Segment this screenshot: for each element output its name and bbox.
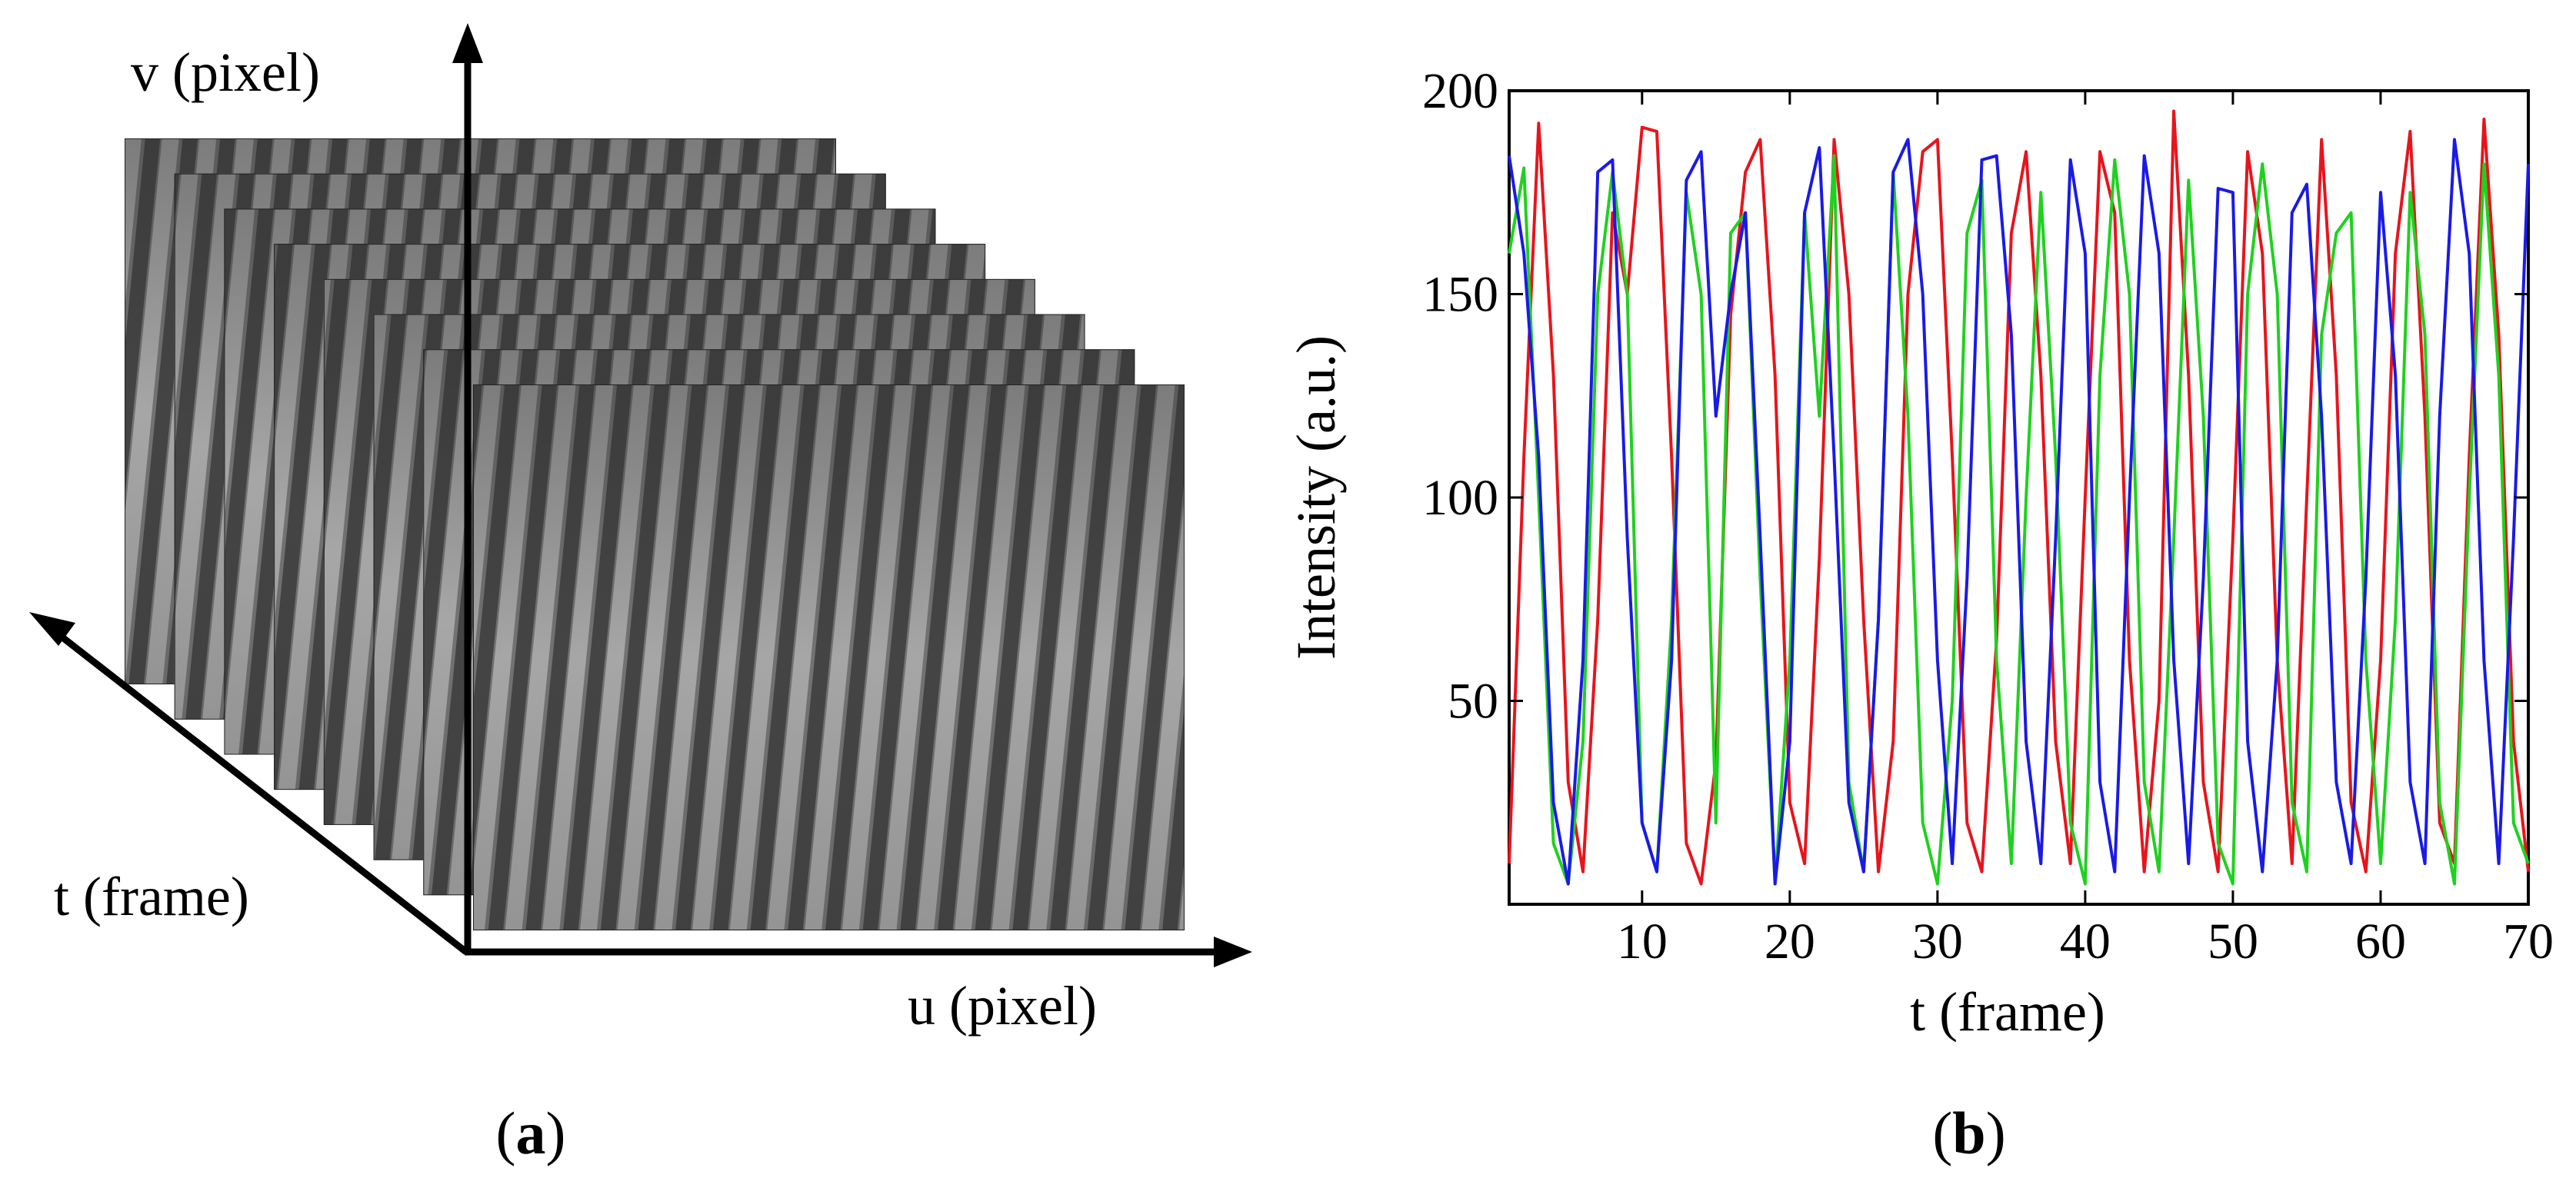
t-axis-line bbox=[59, 634, 468, 955]
frames-group bbox=[125, 138, 1185, 930]
x-tick-label: 40 bbox=[2060, 913, 2111, 970]
u-axis-arrowhead bbox=[1214, 937, 1252, 967]
panel-a-letter: a bbox=[516, 1100, 546, 1166]
x-axis-label: t (frame) bbox=[1910, 981, 2105, 1043]
fringe-frame bbox=[473, 384, 1185, 930]
x-tick-label: 50 bbox=[2208, 913, 2258, 970]
y-tick-label: 50 bbox=[1448, 674, 1498, 730]
panel-b-label: (b) bbox=[1932, 1100, 2005, 1166]
series-group bbox=[1508, 109, 2530, 886]
u-axis-label: u (pixel) bbox=[908, 975, 1097, 1037]
series-line bbox=[1508, 154, 2530, 886]
x-tick-label: 20 bbox=[1765, 913, 1815, 970]
panel-b-letter: b bbox=[1952, 1100, 1985, 1166]
v-axis-label: v (pixel) bbox=[131, 42, 320, 103]
t-axis-label: t (frame) bbox=[54, 866, 249, 927]
ticks-group: 10 20 30 40 50 60 70 50 100 150 200 bbox=[1422, 63, 2554, 970]
x-tick-label: 30 bbox=[1912, 913, 1963, 970]
x-tick-label: 10 bbox=[1617, 913, 1668, 970]
frame-stack-illustration: v (pixel) u (pixel) t (frame) (a) bbox=[29, 23, 1252, 1166]
t-axis-arrowhead bbox=[29, 612, 75, 646]
panel-a-label: (a) bbox=[496, 1100, 566, 1166]
series-line bbox=[1508, 138, 2530, 886]
plot-frame bbox=[1508, 89, 2530, 906]
y-tick-label: 100 bbox=[1422, 470, 1498, 526]
x-tick-label: 70 bbox=[2503, 913, 2554, 970]
y-tick-label: 150 bbox=[1422, 267, 1498, 323]
y-tick-label: 200 bbox=[1422, 63, 1498, 119]
x-tick-label: 60 bbox=[2355, 913, 2406, 970]
series-line bbox=[1508, 109, 2530, 886]
v-axis-arrowhead bbox=[452, 23, 483, 63]
